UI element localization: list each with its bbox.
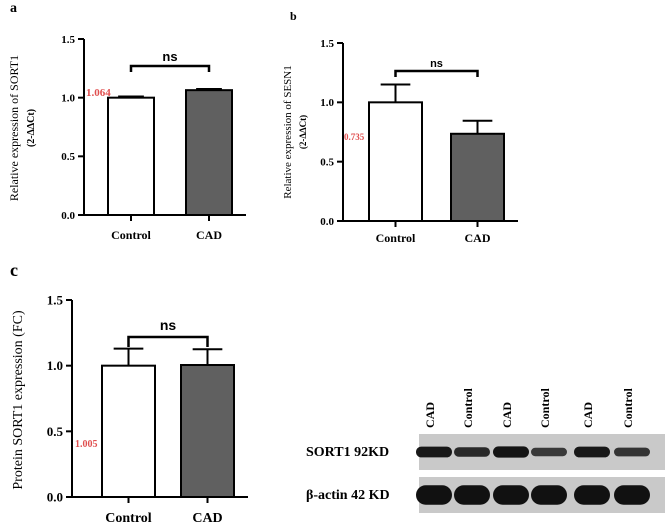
x-tick-label: CAD [192, 511, 222, 526]
chart-panel-a: 0.0 0.5 1.0 1.5 Control CAD Relative expressio… [7, 34, 246, 242]
blot-band [531, 447, 567, 457]
y-tick-label: 0.0 [320, 216, 334, 228]
value-annotation: 0.735 [344, 132, 365, 142]
y-tick-label: 1.5 [320, 38, 334, 50]
y-axis-sublabel: (2-ΔΔCt) [298, 115, 308, 149]
y-tick-label: 1.0 [61, 93, 75, 105]
western-blot: CAD Control CAD Control CAD Control SORT1 92KD… [306, 388, 665, 513]
blot-band [416, 446, 452, 458]
blot-lane-label: Control [538, 388, 552, 428]
x-tick-label: Control [111, 228, 151, 242]
y-axis-label: Protein SORT1 expression (FC) [11, 310, 26, 490]
y-axis-label: Relative expression of SESN1 [282, 65, 294, 199]
blot-band [493, 446, 529, 458]
significance-label: ns [160, 317, 177, 333]
y-tick-label: 0.0 [47, 490, 63, 505]
blot-lane-label: CAD [500, 402, 514, 428]
x-tick-label: Control [376, 231, 416, 245]
bar-control [368, 101, 423, 222]
blot-band [614, 447, 650, 457]
significance-label: ns [162, 49, 177, 64]
blot-band [614, 485, 650, 505]
y-axis-label: Relative expression of SORT1 [7, 55, 21, 201]
x-tick-label: Control [105, 511, 152, 526]
panel-c-letter: c [10, 260, 18, 280]
chart-panel-b: 0.0 0.5 1.0 1.5 Control CAD Relative expressio… [282, 38, 518, 245]
x-tick-label: CAD [196, 228, 222, 242]
y-tick-label: 0.5 [320, 157, 334, 169]
bar-cad [185, 89, 233, 216]
significance-bracket [127, 335, 209, 347]
y-tick-label: 1.0 [47, 358, 63, 373]
significance-bracket [129, 64, 211, 72]
bar-control [107, 96, 155, 216]
blot-row-label: β-actin 42 KD [306, 488, 390, 503]
blot-band [493, 485, 529, 505]
blot-row-label: SORT1 92KD [306, 445, 389, 460]
y-tick-label: 1.5 [61, 34, 75, 46]
y-tick-label: 1.5 [47, 293, 64, 308]
y-tick-label: 1.0 [320, 97, 334, 109]
y-tick-label: 0.5 [47, 424, 64, 439]
bar-cad [180, 364, 235, 499]
x-tick-label: CAD [465, 231, 491, 245]
blot-band [531, 485, 567, 505]
panel-b-letter: b [290, 9, 297, 23]
chart-panel-c: 0.0 0.5 1.0 1.5 Control CAD Protein SORT1 expr… [11, 293, 248, 526]
blot-lane-label: CAD [581, 402, 595, 428]
blot-band [574, 485, 610, 505]
blot-band [574, 446, 610, 458]
blot-band [454, 447, 490, 457]
y-tick-label: 0.5 [61, 151, 75, 163]
y-tick-label: 0.0 [61, 210, 75, 222]
blot-lane-label: CAD [423, 402, 437, 428]
value-annotation: 1.005 [75, 439, 98, 450]
significance-bracket [394, 69, 479, 77]
blot-band [416, 485, 452, 505]
value-annotation: 1.064 [86, 87, 111, 99]
bar-cad [450, 132, 505, 222]
blot-lane-label: Control [461, 388, 475, 428]
panel-a-letter: a [10, 1, 17, 16]
bar-control [101, 364, 156, 498]
y-axis-sublabel: (2-ΔΔCt) [26, 109, 37, 147]
significance-label: ns [430, 58, 443, 70]
blot-band [454, 485, 490, 505]
blot-lane-label: Control [621, 388, 635, 428]
